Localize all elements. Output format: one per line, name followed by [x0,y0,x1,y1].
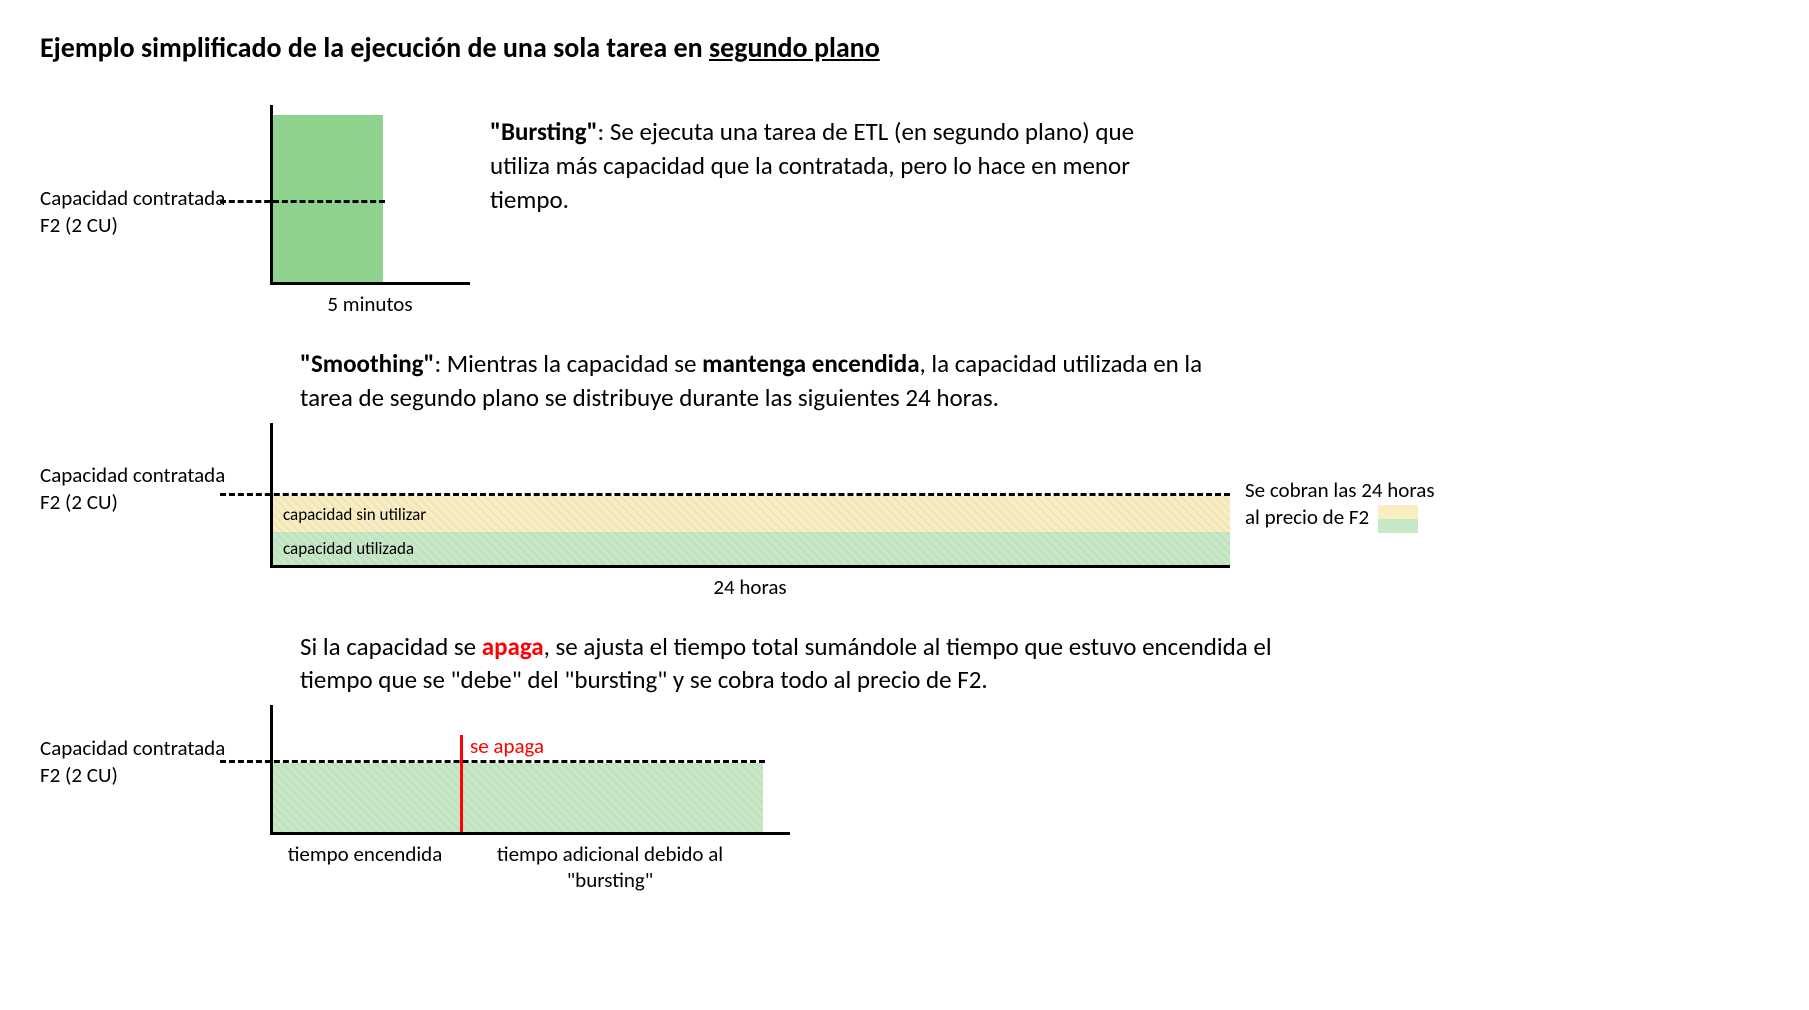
bursting-bar [273,115,383,282]
desc-mid: : Mientras la capacidad se [434,348,702,379]
axis-x [270,282,470,285]
section-smoothing: Capacidad contratada F2 (2 CU) "Smoothin… [40,347,1769,600]
ylabel-line1: Capacidad contratada [40,185,225,211]
title-prefix: Ejemplo simplificado de la ejecución de … [40,30,709,65]
ylabel-line2: F2 (2 CU) [40,212,118,238]
chart-apaga: se apaga [270,705,790,835]
apaga-col: Si la capacidad se apaga, se ajusta el t… [270,630,1330,894]
page-title: Ejemplo simplificado de la ejecución de … [40,30,1769,65]
ylabel-line1: Capacidad contratada [40,735,225,761]
smoothing-col: "Smoothing": Mientras la capacidad se ma… [270,347,1230,600]
axis-x [270,832,790,835]
bursting-dashed [220,200,385,203]
desc-pre: Si la capacidad se [300,631,482,662]
desc-red: apaga [482,631,544,662]
smoothing-desc: "Smoothing": Mientras la capacidad se ma… [270,347,1230,415]
xlabel-left-text: tiempo encendida [288,841,443,867]
apaga-desc: Si la capacidad se apaga, se ajusta el t… [270,630,1330,698]
xlabel-right: tiempo adicional debido al "bursting" [460,841,760,894]
axis-y [270,423,273,568]
desc-bold: "Bursting" [490,116,598,147]
ylabel-bursting: Capacidad contratada F2 (2 CU) [40,105,270,240]
axis-y [270,105,273,285]
legend-line2: al precio de F2 [1245,504,1369,530]
section-apaga: Capacidad contratada F2 (2 CU) Si la cap… [40,630,1769,894]
xlabel-left: tiempo encendida [270,841,460,894]
apaga-red-label: se apaga [470,733,544,759]
ylabel-line2: F2 (2 CU) [40,489,118,515]
smoothing-legend: Se cobran las 24 horas al precio de F2 [1230,347,1490,533]
xlabel-right-text: tiempo adicional debido al "bursting" [497,841,723,893]
ylabel-apaga: Capacidad contratada F2 (2 CU) [40,630,270,790]
title-underlined: segundo plano [709,30,880,65]
legend-line1: Se cobran las 24 horas [1245,477,1435,503]
chart-bursting [270,105,470,285]
legend-swatches [1378,505,1418,533]
ylabel-line1: Capacidad contratada [40,462,225,488]
apaga-xlabels: tiempo encendida tiempo adicional debido… [270,841,1330,894]
band-used-label: capacidad utilizada [283,538,414,559]
apaga-dashed [220,760,765,763]
swatch-top [1378,505,1418,519]
smoothing-dashed [220,493,1230,496]
smoothing-xlabel: 24 horas [270,574,1230,600]
axis-x [270,565,1230,568]
desc-bold2: mantenga encendida [702,348,919,379]
chart-smoothing: capacidad sin utilizar capacidad utiliza… [270,423,1230,568]
apaga-band [273,763,763,832]
swatch-bottom [1378,519,1418,533]
section-bursting: Capacidad contratada F2 (2 CU) 5 minutos… [40,105,1769,317]
bursting-xlabel: 5 minutos [270,291,470,317]
ylabel-line2: F2 (2 CU) [40,762,118,788]
apaga-red-marker [460,735,463,835]
chart-bursting-wrap: 5 minutos [270,105,470,317]
bursting-desc: "Bursting": Se ejecuta una tarea de ETL … [470,105,1190,216]
desc-bold1: "Smoothing" [300,348,434,379]
axis-y [270,705,273,835]
ylabel-smoothing: Capacidad contratada F2 (2 CU) [40,347,270,517]
band-unused: capacidad sin utilizar [273,496,1230,532]
band-used: capacidad utilizada [273,532,1230,565]
band-unused-label: capacidad sin utilizar [283,504,426,525]
